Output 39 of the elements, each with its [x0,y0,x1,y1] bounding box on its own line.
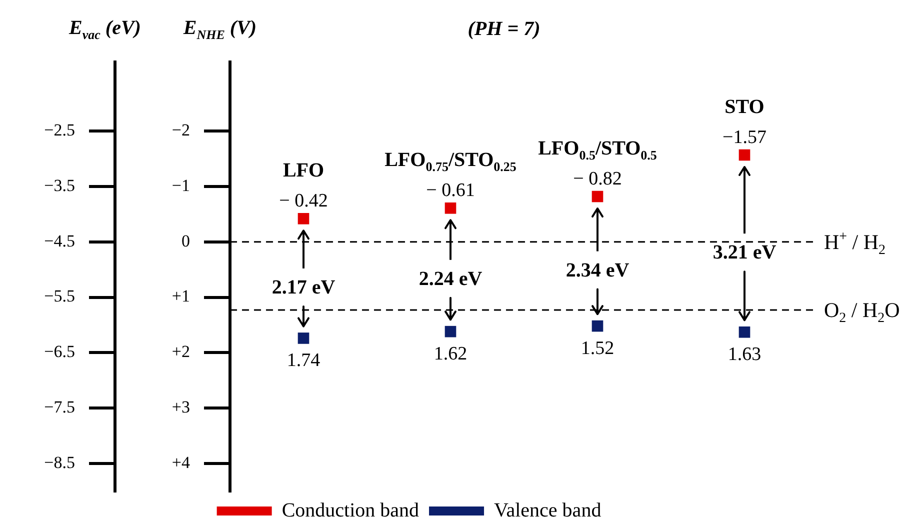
y-tick-label: +1 [172,286,190,306]
data-label: − 0.82 [573,168,622,190]
point [738,149,750,161]
annotation: 2.34 eV [566,259,630,282]
annotation: 2.24 eV [418,268,483,290]
y2-tick-label: −7.5 [44,397,75,416]
data-label: −1.57 [722,126,766,148]
data-label: 1.63 [728,344,762,366]
chart-title: (PH = 7) [468,18,540,40]
x-tick-label: STO [724,96,764,118]
point [444,202,456,214]
legend-label: Conduction band [282,499,420,522]
point [592,320,604,332]
y2-tick-label: −6.5 [44,342,75,362]
data-label: 1.62 [434,344,468,365]
x-tick-label: LFO [282,160,324,182]
point [298,213,310,224]
annotation: 3.21 eV [712,242,777,264]
data-label: 1.74 [286,350,321,372]
y-tick-label: −2 [172,120,190,140]
y2-tick-label: −5.5 [44,286,75,306]
point [444,326,456,338]
point [738,326,750,338]
y2-tick-label: −8.5 [44,452,75,472]
y-tick-label: +3 [172,397,190,416]
y-tick-label: +4 [172,452,190,472]
legend-label: Valence band [494,499,602,522]
data-label: − 0.42 [279,190,328,212]
y2-tick-label: −3.5 [44,176,75,196]
y-tick-label: 0 [182,231,190,250]
y-tick-label: −1 [172,176,190,196]
y-tick-label: +2 [172,342,190,362]
data-label: − 0.61 [426,180,475,202]
y2-tick-label: −2.5 [44,120,75,140]
annotation: 2.17 eV [272,276,336,298]
data-label: 1.52 [580,338,614,360]
point [592,190,604,202]
point [298,332,310,344]
y2-tick-label: −4.5 [44,231,75,250]
